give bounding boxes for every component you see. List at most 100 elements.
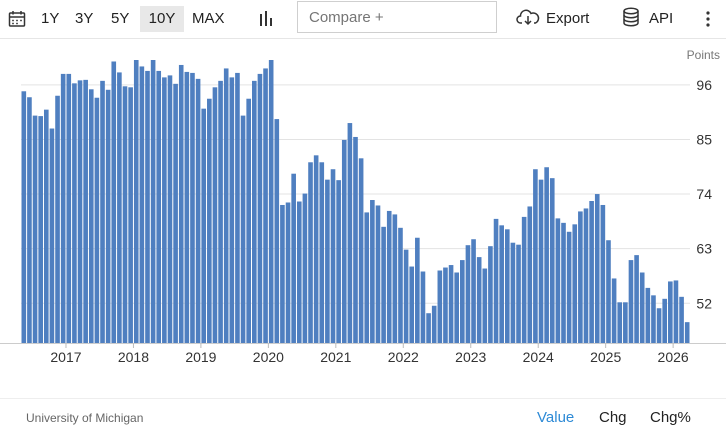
bar[interactable]	[268, 60, 274, 343]
bar[interactable]	[465, 245, 471, 343]
bar[interactable]	[105, 89, 111, 343]
bar[interactable]	[21, 91, 27, 343]
bar[interactable]	[538, 179, 544, 343]
bar[interactable]	[471, 239, 476, 343]
bar[interactable]	[578, 211, 583, 343]
bar[interactable]	[150, 60, 156, 343]
bar[interactable]	[100, 80, 105, 343]
bar[interactable]	[381, 226, 386, 343]
bar[interactable]	[223, 68, 229, 343]
bar[interactable]	[111, 61, 117, 344]
bar[interactable]	[600, 204, 606, 343]
range-max-button[interactable]: MAX	[192, 10, 225, 27]
bar[interactable]	[178, 64, 184, 344]
bar[interactable]	[504, 229, 510, 343]
bar[interactable]	[32, 115, 38, 343]
bar[interactable]	[572, 224, 578, 343]
bar[interactable]	[639, 272, 645, 344]
bar[interactable]	[679, 296, 684, 343]
bar[interactable]	[634, 255, 639, 343]
bar[interactable]	[510, 242, 516, 343]
bar[interactable]	[493, 218, 499, 343]
bar[interactable]	[353, 136, 358, 343]
bar[interactable]	[139, 66, 145, 343]
bar[interactable]	[482, 268, 488, 343]
bar[interactable]	[611, 278, 617, 343]
bar[interactable]	[488, 246, 493, 343]
bar[interactable]	[128, 87, 133, 343]
range-5y-button[interactable]: 5Y	[111, 10, 130, 27]
bar[interactable]	[83, 79, 88, 344]
bar[interactable]	[246, 98, 251, 343]
bar[interactable]	[684, 322, 690, 343]
bar[interactable]	[589, 201, 594, 343]
bar[interactable]	[296, 201, 302, 344]
bar[interactable]	[375, 205, 381, 343]
bar[interactable]	[398, 227, 403, 343]
bar[interactable]	[341, 139, 347, 343]
bar[interactable]	[27, 97, 32, 343]
bar[interactable]	[88, 89, 94, 343]
footer-tab-chg-pct[interactable]: Chg%	[650, 409, 691, 426]
bar[interactable]	[347, 123, 353, 343]
bar[interactable]	[364, 212, 370, 343]
bar[interactable]	[656, 308, 662, 343]
bar-chart-icon[interactable]	[256, 6, 276, 32]
bar[interactable]	[162, 77, 167, 343]
footer-tab-value[interactable]: Value	[537, 409, 575, 426]
bar[interactable]	[549, 178, 555, 343]
bar[interactable]	[358, 158, 364, 343]
bar[interactable]	[325, 179, 330, 343]
bar[interactable]	[544, 167, 549, 343]
bar[interactable]	[527, 206, 533, 343]
bar[interactable]	[302, 193, 308, 343]
bar[interactable]	[257, 73, 263, 344]
bar[interactable]	[673, 280, 679, 343]
bar[interactable]	[72, 83, 77, 343]
bar[interactable]	[313, 155, 319, 343]
bar[interactable]	[476, 257, 482, 343]
bar[interactable]	[386, 210, 392, 343]
bar[interactable]	[403, 249, 409, 343]
bar[interactable]	[645, 287, 651, 343]
bar[interactable]	[167, 75, 173, 343]
compare-input[interactable]	[297, 1, 497, 33]
bar[interactable]	[240, 115, 246, 343]
bar[interactable]	[617, 302, 623, 343]
bar[interactable]	[218, 80, 223, 343]
bar[interactable]	[43, 109, 49, 344]
bar[interactable]	[49, 128, 55, 343]
bar[interactable]	[94, 97, 100, 343]
bar[interactable]	[415, 237, 420, 343]
bar[interactable]	[460, 260, 465, 343]
bar[interactable]	[651, 295, 656, 343]
bar[interactable]	[77, 80, 83, 344]
bar[interactable]	[426, 313, 431, 343]
bar[interactable]	[330, 169, 336, 343]
bar[interactable]	[173, 83, 178, 343]
bar[interactable]	[133, 60, 139, 343]
bar[interactable]	[370, 200, 375, 343]
bar[interactable]	[533, 169, 538, 343]
bar[interactable]	[229, 77, 235, 343]
footer-tab-chg[interactable]: Chg	[599, 409, 627, 426]
bar[interactable]	[207, 98, 212, 343]
bar[interactable]	[392, 214, 398, 343]
bar[interactable]	[566, 231, 572, 343]
bar[interactable]	[420, 271, 426, 343]
bar[interactable]	[437, 270, 443, 343]
source-label[interactable]: University of Michigan	[26, 411, 144, 425]
bar[interactable]	[263, 68, 268, 343]
bar[interactable]	[319, 162, 325, 343]
bar[interactable]	[662, 298, 668, 343]
bar[interactable]	[431, 305, 437, 343]
vertical-dots-icon[interactable]	[702, 6, 714, 32]
bar[interactable]	[555, 218, 561, 343]
range-1y-button[interactable]: 1Y	[41, 10, 60, 27]
bar[interactable]	[274, 119, 280, 343]
export-button[interactable]: Export	[516, 6, 606, 32]
bar[interactable]	[285, 202, 291, 343]
bar[interactable]	[668, 281, 673, 343]
bar[interactable]	[499, 225, 504, 343]
bar[interactable]	[583, 208, 589, 343]
